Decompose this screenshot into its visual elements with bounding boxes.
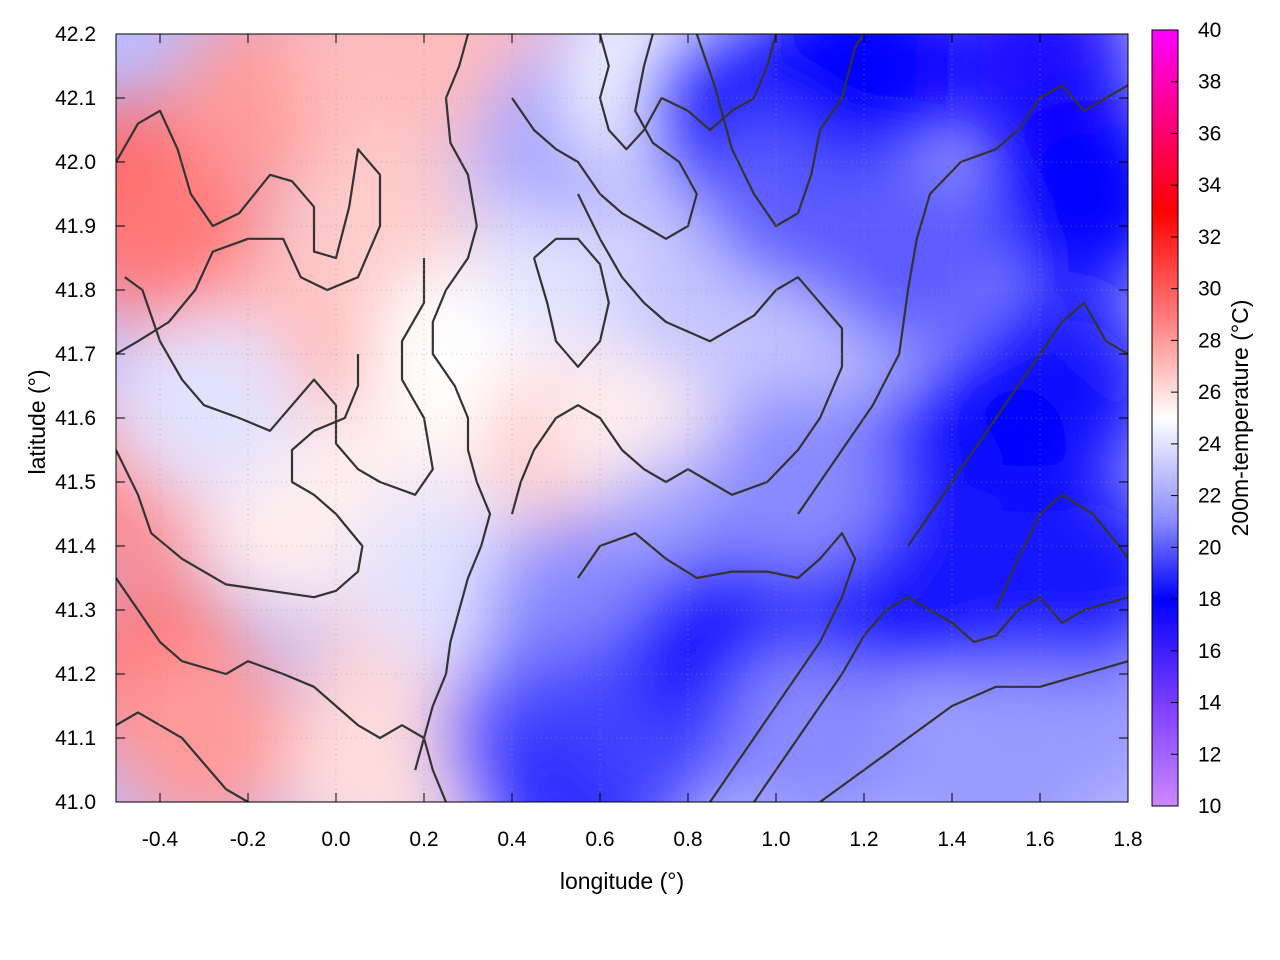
x-tick-label-2: 0.0 xyxy=(321,828,350,851)
field-sample-46 xyxy=(703,387,893,577)
colorbar-tick-label-9: 28 xyxy=(1198,329,1221,352)
y-tick-label-11: 42.1 xyxy=(55,87,96,110)
contour-line-0 xyxy=(116,109,382,355)
contour-line-6 xyxy=(511,34,698,240)
contour-line-13 xyxy=(819,660,1128,802)
contour-line-8 xyxy=(695,34,865,228)
contour-line-5 xyxy=(414,34,492,771)
x-tick-label-5: 0.6 xyxy=(585,828,614,851)
contour-line-3 xyxy=(116,577,448,802)
y-tick-label-0: 41.0 xyxy=(55,791,96,814)
y-axis: 41.0 41.1 41.2 41.3 41.4 41.5 41.6 41.7 41.8 41.9… xyxy=(55,23,1128,814)
field-sample-39 xyxy=(989,99,1128,289)
x-tick-label-3: 0.2 xyxy=(409,828,438,851)
colorbar-tick-label-3: 16 xyxy=(1198,640,1221,663)
temperature-field xyxy=(116,34,1128,802)
x-tick-label-6: 0.8 xyxy=(673,828,702,851)
field-sample-36 xyxy=(769,34,959,161)
field-sample-13 xyxy=(116,310,299,501)
colorbar-tick-label-6: 22 xyxy=(1198,485,1221,508)
colorbar-tick-label-14: 38 xyxy=(1198,71,1221,94)
field-sample-45 xyxy=(989,483,1128,673)
y-tick-label-1: 41.1 xyxy=(55,727,96,750)
y-tick-label-10: 42.0 xyxy=(55,151,96,174)
y-tick-label-6: 41.6 xyxy=(55,407,96,430)
x-tick-label-7: 1.0 xyxy=(761,828,790,851)
y-tick-label-7: 41.7 xyxy=(55,343,96,366)
contour-line-2 xyxy=(116,354,364,599)
x-tick-label-4: 0.4 xyxy=(497,828,527,851)
x-tick-label-11: 1.8 xyxy=(1113,828,1142,851)
colorbar-tick-label-8: 26 xyxy=(1198,381,1221,404)
y-tick-label-5: 41.5 xyxy=(55,471,96,494)
y-tick-label-3: 41.3 xyxy=(55,599,96,622)
colorbar-tick-label-13: 36 xyxy=(1198,122,1221,145)
contour-line-9 xyxy=(510,193,844,515)
colorbar-tick-label-12: 34 xyxy=(1198,174,1222,197)
field-sample-4 xyxy=(116,643,299,802)
x-axis-label: longitude (°) xyxy=(560,868,684,894)
colorbar-tick-label-11: 32 xyxy=(1198,226,1221,249)
colorbar: 10 12 14 16 18 20 22 24 26 28 30 32 34 36 38 40 200m-te… xyxy=(1151,19,1253,818)
colorbar-tick-label-0: 10 xyxy=(1198,795,1221,818)
colorbar-tick-label-7: 24 xyxy=(1198,433,1222,456)
y-tick-label-2: 41.2 xyxy=(55,663,96,686)
contour-lines xyxy=(116,34,1128,802)
y-tick-label-9: 41.9 xyxy=(55,215,96,238)
y-tick-label-8: 41.8 xyxy=(55,279,96,302)
x-tick-label-10: 1.6 xyxy=(1025,828,1054,851)
x-tick-label-9: 1.4 xyxy=(937,828,967,851)
colorbar-ticks: 10 12 14 16 18 20 22 24 26 28 30 32 34 36 38 40 xyxy=(1171,19,1222,818)
colorbar-tick-label-10: 30 xyxy=(1198,278,1221,301)
y-tick-label-4: 41.4 xyxy=(55,535,96,558)
colorbar-tick-label-1: 12 xyxy=(1198,743,1221,766)
colorbar-tick-label-15: 40 xyxy=(1198,19,1221,42)
field-sample-31 xyxy=(725,643,915,802)
colorbar-tick-label-5: 20 xyxy=(1198,536,1221,559)
x-tick-label-1: -0.2 xyxy=(230,828,266,851)
plot-area xyxy=(116,34,1128,802)
contour-line-14 xyxy=(797,84,1128,515)
colorbar-tick-label-4: 18 xyxy=(1198,588,1221,611)
y-tick-label-12: 42.2 xyxy=(55,23,96,46)
y-axis-label: latitude (°) xyxy=(24,369,50,474)
colorbar-label: 200m-temperature (°C) xyxy=(1227,300,1253,537)
contour-line-10 xyxy=(532,237,610,368)
field-sample-37 xyxy=(813,163,1003,353)
x-tick-label-0: -0.4 xyxy=(142,828,179,851)
colorbar-bar xyxy=(1151,29,1179,807)
colorbar-tick-label-2: 14 xyxy=(1198,692,1222,715)
x-axis: -0.4 -0.2 0.0 0.2 0.4 0.6 0.8 1.0 1.2 1.4 1.6 1.8 xyxy=(142,34,1143,851)
contour-line-15 xyxy=(907,301,1128,547)
x-tick-label-8: 1.2 xyxy=(849,828,878,851)
